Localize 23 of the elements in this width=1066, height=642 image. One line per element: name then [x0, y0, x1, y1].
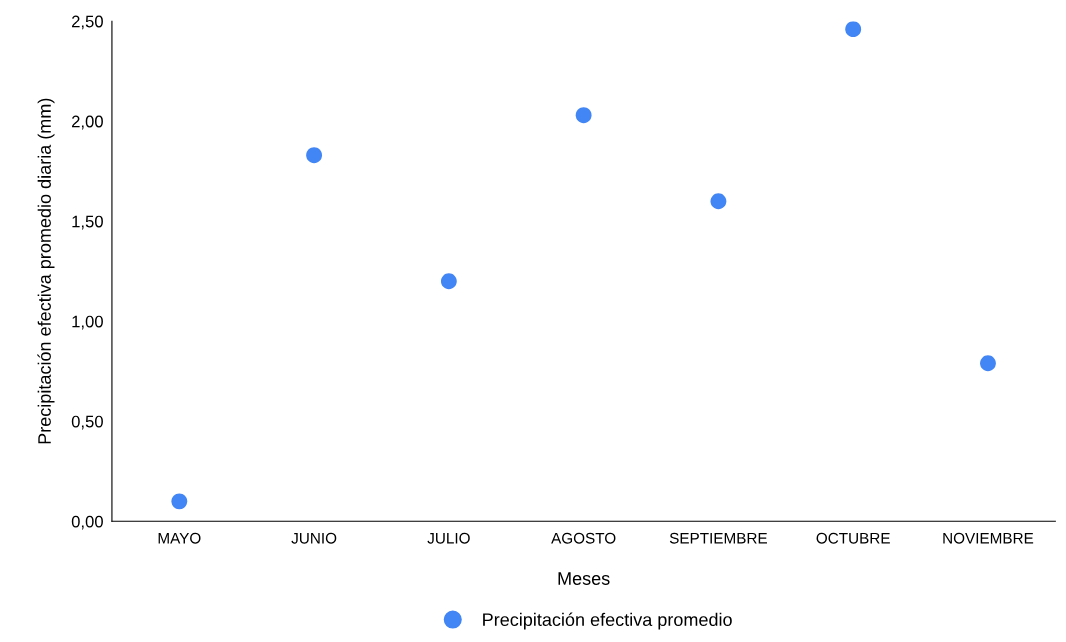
y-tick-label: 0,50: [71, 415, 103, 430]
x-tick-label: JULIO: [427, 532, 470, 544]
x-tick-label: JUNIO: [291, 532, 337, 544]
x-tick-label: AGOSTO: [551, 532, 616, 544]
x-tick-label: OCTUBRE: [816, 532, 890, 544]
y-tick-label: 1,50: [72, 215, 103, 230]
point: [710, 193, 727, 210]
legend-label: Precipitación efectiva promedio: [483, 612, 732, 630]
point: [980, 355, 996, 372]
point: [845, 21, 862, 38]
point: [575, 107, 592, 124]
x-tick-label: MAYO: [158, 532, 201, 544]
y-tick-label: 2,50: [72, 15, 103, 30]
point: [171, 493, 188, 510]
y-tick-label: 1,00: [72, 315, 103, 330]
x-axis-title: Meses: [558, 572, 610, 585]
point: [306, 147, 323, 164]
x-tick-label: NOVIEMBRE: [943, 532, 1034, 544]
point: [440, 273, 457, 290]
y-tick-label: 2,00: [72, 115, 103, 130]
y-axis-title: Precipitación efectiva promedio diaria (mm): [37, 98, 55, 444]
x-tick-label: SEPTIEMBRE: [669, 532, 767, 544]
y-tick-label: 0,00: [71, 515, 103, 530]
